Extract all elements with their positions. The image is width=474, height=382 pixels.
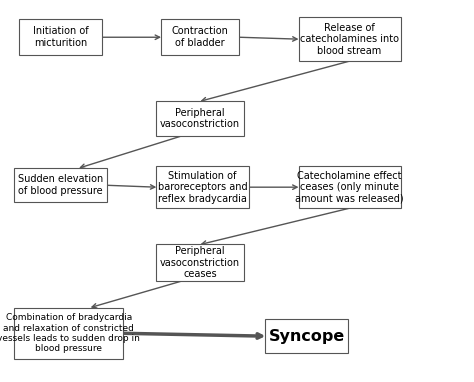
- Text: Sudden elevation
of blood pressure: Sudden elevation of blood pressure: [18, 175, 103, 196]
- Text: Peripheral
vasoconstriction
ceases: Peripheral vasoconstriction ceases: [160, 246, 240, 279]
- FancyBboxPatch shape: [156, 101, 244, 136]
- FancyBboxPatch shape: [299, 166, 401, 208]
- FancyBboxPatch shape: [14, 168, 107, 202]
- Text: Combination of bradycardia
and relaxation of constricted
vessels leads to sudden: Combination of bradycardia and relaxatio…: [0, 313, 140, 353]
- Text: Stimulation of
baroreceptors and
reflex bradycardia: Stimulation of baroreceptors and reflex …: [158, 171, 247, 204]
- Text: Contraction
of bladder: Contraction of bladder: [172, 26, 228, 48]
- FancyBboxPatch shape: [299, 17, 401, 61]
- Text: Release of
catecholamines into
blood stream: Release of catecholamines into blood str…: [300, 23, 399, 56]
- Text: Initiation of
micturition: Initiation of micturition: [33, 26, 88, 48]
- FancyBboxPatch shape: [265, 319, 348, 353]
- FancyBboxPatch shape: [19, 19, 102, 55]
- FancyBboxPatch shape: [156, 166, 249, 208]
- Text: Catecholamine effect
ceases (only minute
amount was released): Catecholamine effect ceases (only minute…: [295, 171, 404, 204]
- Text: Peripheral
vasoconstriction: Peripheral vasoconstriction: [160, 108, 240, 129]
- FancyBboxPatch shape: [156, 244, 244, 281]
- FancyBboxPatch shape: [14, 308, 123, 359]
- FancyBboxPatch shape: [161, 19, 239, 55]
- Text: Syncope: Syncope: [269, 329, 345, 344]
